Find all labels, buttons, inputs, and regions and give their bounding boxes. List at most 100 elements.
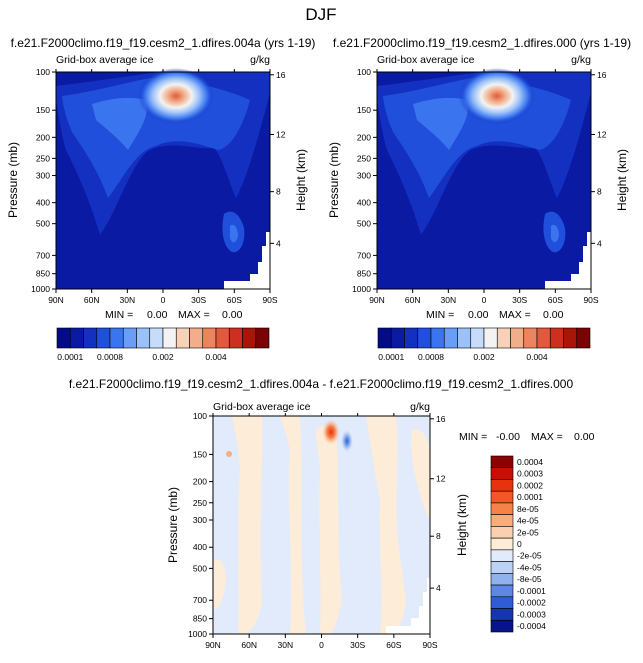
colorbar-swatch: [109, 327, 124, 349]
x-tick-label: 90N: [48, 295, 64, 305]
y-tick-label: 400: [357, 198, 371, 208]
colorbar-swatch: [404, 327, 419, 349]
stats-min-label: MIN =: [459, 431, 487, 443]
topography-mask: [224, 232, 270, 289]
axes-group: 90N 60N 30N 0 30S 60S 90S 100 150 200 250 300 400 500…: [31, 67, 286, 305]
colorbar-swatch: [377, 327, 392, 349]
colorbar-swatch: [490, 514, 514, 527]
colorbar-swatch: [536, 327, 551, 349]
field-positive-region: [366, 416, 406, 634]
colorbar-swatch: [457, 327, 472, 349]
x-tick-label: 90S: [262, 295, 277, 305]
x-tick-label: 60N: [84, 295, 100, 305]
colorbar-swatch: [490, 596, 514, 609]
colorbar-swatch: [430, 327, 445, 349]
y-right-tick-label: 8: [276, 187, 281, 197]
y-right-tick-label: 16: [436, 414, 446, 424]
y-tick-label: 850: [357, 269, 371, 279]
y-right-tick-label: 4: [436, 583, 441, 593]
y-tick-label: 250: [36, 153, 50, 163]
colorbar-swatch: [189, 327, 204, 349]
colorbar-label: -8e-05: [517, 574, 542, 584]
colorbar-swatch: [242, 327, 257, 349]
axis-label-right: Height (km): [455, 494, 469, 556]
field-positive-peak: [322, 419, 340, 445]
y-right-tick-label: 4: [597, 238, 602, 248]
y-tick-label: 250: [357, 153, 371, 163]
colorbar-label: 0.004: [205, 352, 227, 362]
colorbar-swatch: [255, 327, 270, 349]
plot-area: [55, 68, 271, 290]
field-band-core: [413, 97, 468, 150]
colorbar-swatch: [549, 327, 564, 349]
x-tick-label: 30N: [278, 640, 294, 650]
panel-subtitle: Grid-box average ice: [56, 54, 154, 66]
y-tick-label: 250: [193, 498, 207, 508]
y-tick-label: 150: [357, 105, 371, 115]
plot-area: [212, 415, 431, 635]
colorbar-label: -0.0004: [517, 621, 546, 631]
colorbar-label: 0.002: [473, 352, 495, 362]
colorbar-label: 0.004: [526, 352, 548, 362]
colorbar-swatch: [496, 327, 511, 349]
y-tick-label: 700: [357, 250, 371, 260]
y-tick-label: 100: [357, 67, 371, 77]
topography-mask: [386, 578, 430, 634]
field-positive-region: [232, 416, 263, 634]
x-tick-label: 60S: [548, 295, 563, 305]
x-tick-label: 0: [161, 295, 166, 305]
x-tick-label: 90N: [369, 295, 385, 305]
x-tick-label: 60S: [386, 640, 401, 650]
colorbar-swatch: [490, 619, 514, 633]
colorbar-label: -0.0001: [517, 586, 546, 596]
y-right-tick-label: 8: [436, 531, 441, 541]
panel-top-left: f.e21.F2000climo.f19_f19.cesm2_1.dfires.…: [6, 36, 315, 362]
axis-label-left: Pressure (mb): [166, 487, 180, 563]
x-tick-label: 90S: [583, 295, 598, 305]
colorbar-swatch: [523, 327, 538, 349]
y-tick-label: 1000: [31, 284, 50, 294]
colorbar-label: 0.0001: [378, 352, 404, 362]
y-tick-label: 500: [36, 219, 50, 229]
colorbar-swatch: [490, 584, 514, 598]
x-tick-label: 0: [482, 295, 487, 305]
x-tick-label: 90N: [205, 640, 221, 650]
colorbar-swatch: [390, 327, 405, 349]
colorbar-label: 2e-05: [517, 527, 539, 537]
y-tick-label: 400: [193, 542, 207, 552]
panel-top-right: f.e21.F2000climo.f19_f19.cesm2_1.dfires.…: [327, 36, 631, 362]
x-tick-label: 60N: [241, 640, 257, 650]
colorbar-label: 0.0008: [97, 352, 123, 362]
y-tick-label: 400: [36, 198, 50, 208]
stats-min-label: MIN =: [105, 309, 133, 321]
y-tick-label: 500: [193, 563, 207, 573]
axis-label-right: Height (km): [294, 149, 308, 211]
colorbar-label: 0.0001: [517, 492, 543, 502]
colorbar-swatch: [162, 327, 177, 349]
y-tick-label: 100: [193, 411, 207, 421]
colorbar-swatch: [56, 327, 71, 349]
colorbar-swatch: [490, 561, 514, 574]
panel-title: f.e21.F2000climo.f19_f19.cesm2_1.dfires.…: [11, 36, 316, 50]
y-tick-label: 850: [193, 614, 207, 624]
field-negative-peak: [341, 430, 353, 452]
x-tick-label: 30N: [120, 295, 136, 305]
colorbar-swatch: [69, 327, 84, 349]
colorbar-label: 8e-05: [517, 504, 539, 514]
x-tick-label: 30S: [350, 640, 365, 650]
plot-area: [376, 68, 592, 290]
colorbar-label: 0.0002: [517, 480, 543, 490]
y-tick-label: 1000: [188, 629, 207, 639]
x-tick-label: 60N: [405, 295, 421, 305]
y-right-tick-label: 16: [597, 70, 607, 80]
axis-label-left: Pressure (mb): [327, 142, 341, 218]
y-right-tick-label: 8: [597, 187, 602, 197]
axes-group: 90N 60N 30N 0 30S 60S 90S 100 150 200 250 300 400 500…: [352, 67, 607, 305]
axis-label-left: Pressure (mb): [6, 142, 20, 218]
y-tick-label: 500: [357, 219, 371, 229]
colorbar-swatch: [490, 608, 514, 621]
colorbar-swatch: [202, 327, 217, 349]
colorbar-swatch: [490, 455, 514, 469]
colorbar-label: 0.0004: [517, 457, 543, 467]
